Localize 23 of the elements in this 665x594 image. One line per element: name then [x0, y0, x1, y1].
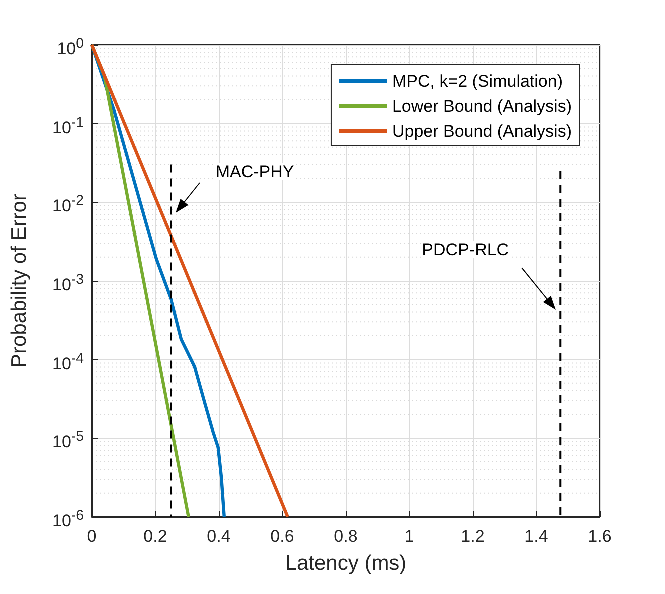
- y-tick-label: 10$^{-6}$: [52, 507, 84, 532]
- legend-label: Lower Bound (Analysis): [392, 97, 572, 116]
- x-tick-label: 1.6: [587, 527, 613, 547]
- x-tick-label: 0.2: [142, 527, 168, 547]
- x-axis-title: Latency (ms): [285, 552, 407, 575]
- x-tick-label: 1: [404, 527, 416, 547]
- x-tick-label: 1.4: [524, 527, 550, 547]
- x-tick-label: 0: [87, 527, 97, 546]
- legend-label: MPC, k=2 (Simulation): [392, 72, 563, 91]
- y-tick-label: 10$^{-5}$: [52, 428, 84, 453]
- y-tick-label: 10$^{-3}$: [52, 271, 84, 296]
- y-tick-label: 10$^{0}$: [57, 35, 84, 60]
- y-tick-label: 10$^{-4}$: [52, 350, 84, 374]
- y-axis-title: Probability of Error: [8, 194, 31, 368]
- annotation: MAC-PHY: [216, 162, 294, 182]
- legend-label: Upper Bound (Analysis): [392, 122, 572, 141]
- x-tick-label: 0.8: [333, 527, 359, 547]
- y-tick-label: 10$^{-2}$: [52, 192, 84, 217]
- x-tick-label: 0.6: [270, 527, 296, 547]
- annotation: PDCP-RLC: [422, 240, 510, 260]
- x-tick-label: 0.4: [206, 527, 232, 547]
- x-tick-label: 1.2: [460, 527, 486, 547]
- y-tick-label: 10$^{-1}$: [52, 114, 84, 138]
